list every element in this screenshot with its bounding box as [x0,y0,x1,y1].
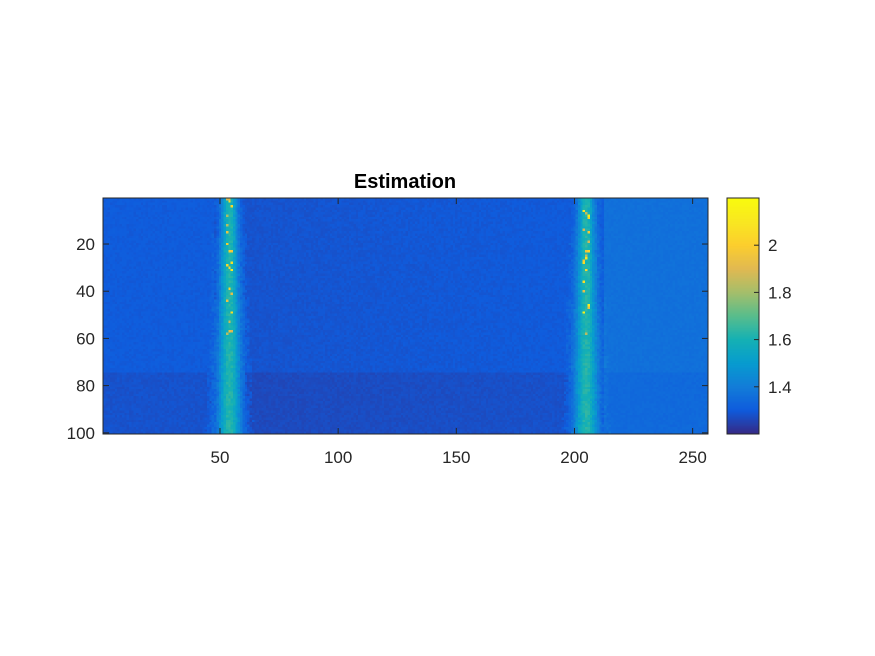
y-tick-label: 80 [76,377,95,396]
colorbar-frame [726,197,760,435]
y-tick-label: 100 [67,424,95,443]
heatmap-image [103,198,708,434]
colorbar-tick-label: 1.6 [768,331,792,350]
y-tick-label: 20 [76,235,95,254]
x-tick-label: 100 [324,448,352,467]
chart-title: Estimation [354,171,456,193]
x-axis: 50 100 150 200 250 [211,198,707,467]
x-tick-label: 150 [442,448,470,467]
y-tick-label: 40 [76,282,95,301]
plot-frame [102,197,709,435]
colorbar: 1.4 1.6 1.8 2 [726,197,792,435]
colorbar-tick-label: 1.8 [768,283,792,302]
colorbar-tick-label: 1.4 [768,378,792,397]
x-tick-label: 200 [560,448,588,467]
colorbar-gradient [727,198,759,434]
y-axis: 20 40 60 80 100 [67,235,708,443]
colorbar-tick-label: 2 [768,236,777,255]
x-tick-label: 250 [678,448,706,467]
colorbar-axis: 1.4 1.6 1.8 2 [754,236,792,397]
heatmap-plot: 50 100 150 200 250 20 40 60 80 100 [67,197,709,467]
y-tick-label: 60 [76,329,95,348]
x-tick-label: 50 [211,448,230,467]
